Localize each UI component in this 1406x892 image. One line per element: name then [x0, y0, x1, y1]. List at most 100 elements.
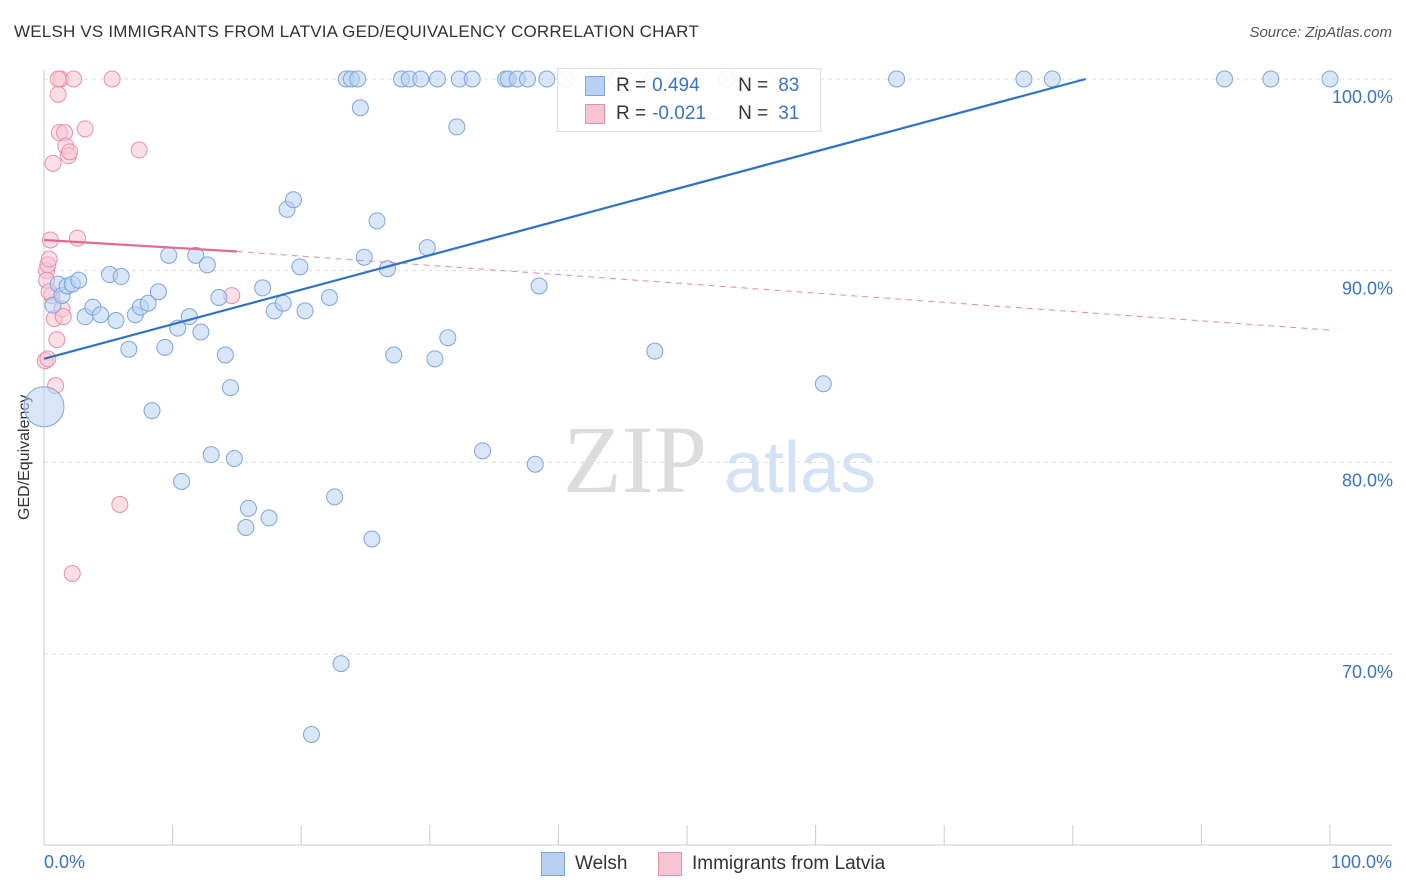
x-tick-label-left: 0.0% — [44, 852, 86, 872]
welsh-point — [355, 248, 373, 266]
bottom-legend-swatch-welsh — [541, 852, 565, 876]
welsh-point — [239, 499, 257, 517]
chart-title: WELSH VS IMMIGRANTS FROM LATVIA GED/EQUI… — [14, 22, 699, 41]
legend-r-value: 0.494 — [652, 75, 700, 96]
watermark-zip: ZIP — [563, 406, 707, 513]
welsh-point — [1216, 70, 1234, 88]
welsh-point — [1043, 70, 1061, 88]
welsh-point — [519, 70, 537, 88]
welsh-point — [1262, 70, 1280, 88]
welsh-point — [210, 289, 228, 306]
welsh-point — [237, 519, 255, 536]
welsh-point — [120, 340, 138, 358]
welsh-point — [363, 530, 381, 548]
welsh-point — [198, 256, 216, 274]
legend-swatch-latvia — [585, 104, 605, 124]
legend-box: R = 0.494 N = 83 R = -0.021 N = 31 — [557, 68, 821, 132]
welsh-point — [526, 455, 544, 473]
latvia-points — [36, 70, 241, 582]
welsh-point — [92, 306, 110, 324]
gridlines — [44, 78, 1392, 655]
latvia-trendline — [43, 238, 237, 253]
y-tick-label: 80.0% — [1342, 470, 1393, 490]
y-tick-label: 90.0% — [1342, 279, 1393, 299]
bottom-legend: Welsh Immigrants from Latvia — [0, 852, 1406, 878]
welsh-point — [463, 70, 481, 88]
welsh-point — [814, 375, 832, 393]
welsh-point — [274, 294, 292, 312]
welsh-point — [368, 212, 386, 230]
bottom-legend-label-welsh: Welsh — [575, 853, 628, 874]
welsh-point — [173, 473, 191, 490]
welsh-point — [332, 655, 350, 673]
legend-n-value: 31 — [778, 103, 800, 124]
latvia-point — [49, 85, 67, 103]
legend-r-label: R = — [616, 103, 647, 124]
x-tick-label-right: 100.0% — [1330, 852, 1392, 872]
bottom-legend-latvia: Immigrants from Latvia — [658, 852, 885, 876]
welsh-point — [260, 509, 278, 527]
welsh-point — [538, 70, 556, 88]
legend-row-latvia: R = -0.021 N = 31 — [585, 101, 800, 127]
welsh-point — [225, 450, 243, 467]
y-tick-label: 100.0% — [1332, 87, 1393, 107]
latvia-point — [76, 120, 94, 138]
source-label: Source: ZipAtlas.com — [1249, 24, 1392, 41]
y-tick-label: 70.0% — [1342, 662, 1393, 682]
welsh-point — [156, 338, 174, 356]
welsh-point — [448, 118, 466, 136]
welsh-point — [888, 70, 906, 88]
welsh-point — [439, 329, 457, 347]
welsh-point — [143, 402, 161, 420]
welsh-point — [149, 283, 167, 301]
welsh-point — [187, 246, 205, 264]
welsh-point — [385, 346, 403, 364]
latvia-point — [44, 154, 62, 172]
welsh-point — [412, 70, 430, 88]
legend-swatch-welsh — [585, 76, 605, 96]
welsh-point — [429, 70, 447, 88]
welsh-point — [296, 302, 314, 320]
welsh-point — [254, 279, 272, 297]
latvia-point — [103, 70, 121, 88]
latvia-point — [111, 496, 129, 513]
latvia-point — [54, 308, 72, 326]
welsh-point — [646, 342, 664, 360]
latvia-point — [61, 143, 79, 161]
y-tick-labels: 100.0% 90.0% 80.0% 70.0% — [1332, 87, 1393, 682]
latvia-point — [63, 565, 81, 582]
legend-n-value: 83 — [778, 75, 800, 96]
latvia-trendline-extension — [236, 251, 1331, 331]
watermark-atlas: atlas — [724, 428, 876, 508]
legend-r-label: R = — [616, 75, 647, 96]
welsh-point — [326, 488, 344, 506]
welsh-point — [192, 323, 210, 341]
welsh-point — [351, 99, 369, 117]
welsh-point — [139, 294, 157, 312]
bottom-legend-welsh: Welsh — [541, 852, 627, 876]
legend-r-value: -0.021 — [652, 103, 706, 124]
latvia-point — [130, 141, 148, 159]
trendlines — [43, 77, 1331, 360]
welsh-point — [1321, 70, 1339, 88]
welsh-point — [349, 70, 367, 88]
welsh-point — [530, 277, 548, 295]
latvia-point — [49, 70, 67, 88]
legend-row-welsh: R = 0.494 N = 83 — [585, 73, 800, 99]
welsh-point — [474, 442, 492, 460]
welsh-point — [291, 258, 309, 276]
welsh-point — [112, 267, 130, 285]
welsh-point — [70, 271, 88, 289]
welsh-point — [202, 446, 220, 464]
legend-n-label: N = — [738, 75, 769, 96]
welsh-point — [160, 246, 178, 264]
legend-n-label: N = — [738, 103, 769, 124]
welsh-point — [426, 350, 444, 368]
bottom-legend-label-latvia: Immigrants from Latvia — [692, 853, 886, 874]
welsh-trendline — [43, 77, 1086, 360]
latvia-point — [68, 229, 86, 247]
welsh-point-large — [23, 386, 65, 428]
welsh-point — [284, 191, 302, 209]
welsh-point — [1015, 70, 1033, 88]
